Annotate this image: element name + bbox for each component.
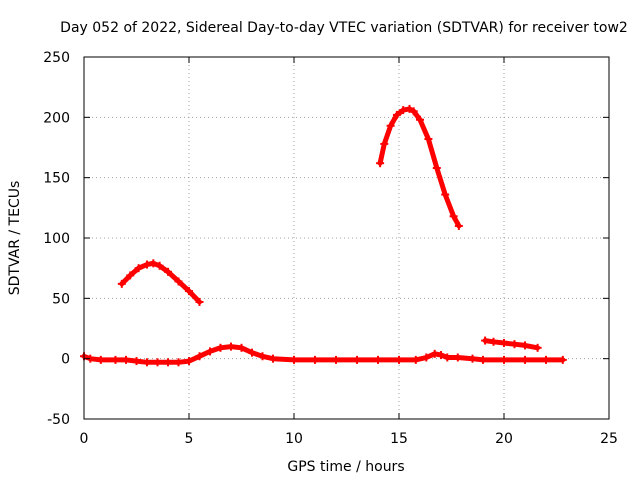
data-point <box>143 260 151 269</box>
x-tick-label: 20 <box>495 431 513 447</box>
data-point <box>533 343 542 352</box>
data-point <box>185 287 193 296</box>
data-point <box>453 353 462 362</box>
x-tick-label: 10 <box>285 431 303 447</box>
data-point <box>392 110 401 119</box>
data-point <box>195 297 204 306</box>
x-tick-label: 25 <box>600 431 618 447</box>
chart-title: Day 052 of 2022, Sidereal Day-to-day VTE… <box>60 20 628 36</box>
data-point <box>521 355 529 364</box>
data-point <box>489 337 498 346</box>
data-point <box>500 338 508 347</box>
data-point <box>443 353 452 362</box>
data-point <box>258 352 267 361</box>
data-point <box>96 355 105 364</box>
data-point <box>132 357 141 366</box>
data-point <box>500 355 508 364</box>
data-point <box>269 354 277 363</box>
data-point <box>386 121 395 130</box>
data-point <box>206 347 214 356</box>
data-point <box>174 358 183 367</box>
axis-ticks: 0 5 10 15 20 25 -50 0 50 100 150 200 250 <box>43 50 618 447</box>
data-point <box>405 104 414 113</box>
data-point <box>311 355 319 364</box>
data-point <box>174 277 183 286</box>
data-point <box>374 355 382 364</box>
y-axis-label: SDTVAR / TECUs <box>7 181 23 296</box>
data-point <box>134 264 143 273</box>
data-point <box>399 106 408 115</box>
x-tick-label: 15 <box>390 431 408 447</box>
data-point <box>143 358 151 367</box>
data-point <box>542 355 550 364</box>
data-point <box>441 190 450 199</box>
y-tick-label: 100 <box>43 231 70 247</box>
data-point <box>510 340 519 349</box>
data-point <box>411 355 420 364</box>
data-point <box>248 348 256 357</box>
y-tick-label: 0 <box>61 352 70 368</box>
data-point <box>290 355 298 364</box>
grid-lines <box>84 57 609 419</box>
data-point <box>195 352 204 361</box>
y-tick-label: 250 <box>43 50 70 66</box>
data-point <box>376 159 385 168</box>
y-tick-label: 150 <box>43 171 70 187</box>
y-tick-label: 50 <box>52 291 70 307</box>
data-point <box>126 271 135 280</box>
series-line-arc-1 <box>119 260 202 305</box>
y-tick-label: -50 <box>47 412 70 428</box>
data-point <box>468 354 477 363</box>
data-point <box>422 353 431 362</box>
x-tick-label: 5 <box>185 431 194 447</box>
data-point <box>111 355 120 364</box>
x-tick-label: 0 <box>80 431 89 447</box>
data-point <box>237 343 246 352</box>
data-point <box>409 107 418 116</box>
x-axis-label: GPS time / hours <box>287 459 404 475</box>
data-point <box>216 343 225 352</box>
data-point <box>430 349 439 358</box>
data-point <box>164 267 172 276</box>
data-point <box>449 212 458 221</box>
data-point <box>481 336 490 345</box>
data-point <box>521 341 529 350</box>
data-point <box>558 355 567 364</box>
data-point <box>380 139 389 148</box>
data-point <box>454 221 463 230</box>
data-series <box>80 104 567 367</box>
data-point <box>416 115 424 124</box>
data-point <box>122 355 130 364</box>
data-point <box>332 355 340 364</box>
data-point <box>424 135 433 144</box>
data-point <box>153 358 162 367</box>
data-point <box>395 355 403 364</box>
data-point <box>479 355 487 364</box>
data-point <box>353 355 361 364</box>
data-point <box>185 357 193 366</box>
data-point <box>117 279 126 288</box>
y-tick-label: 200 <box>43 110 70 126</box>
data-point <box>155 261 164 270</box>
data-point <box>164 358 172 367</box>
data-point <box>432 164 441 173</box>
data-point <box>149 259 158 268</box>
data-point <box>437 351 445 360</box>
data-point <box>227 342 235 351</box>
